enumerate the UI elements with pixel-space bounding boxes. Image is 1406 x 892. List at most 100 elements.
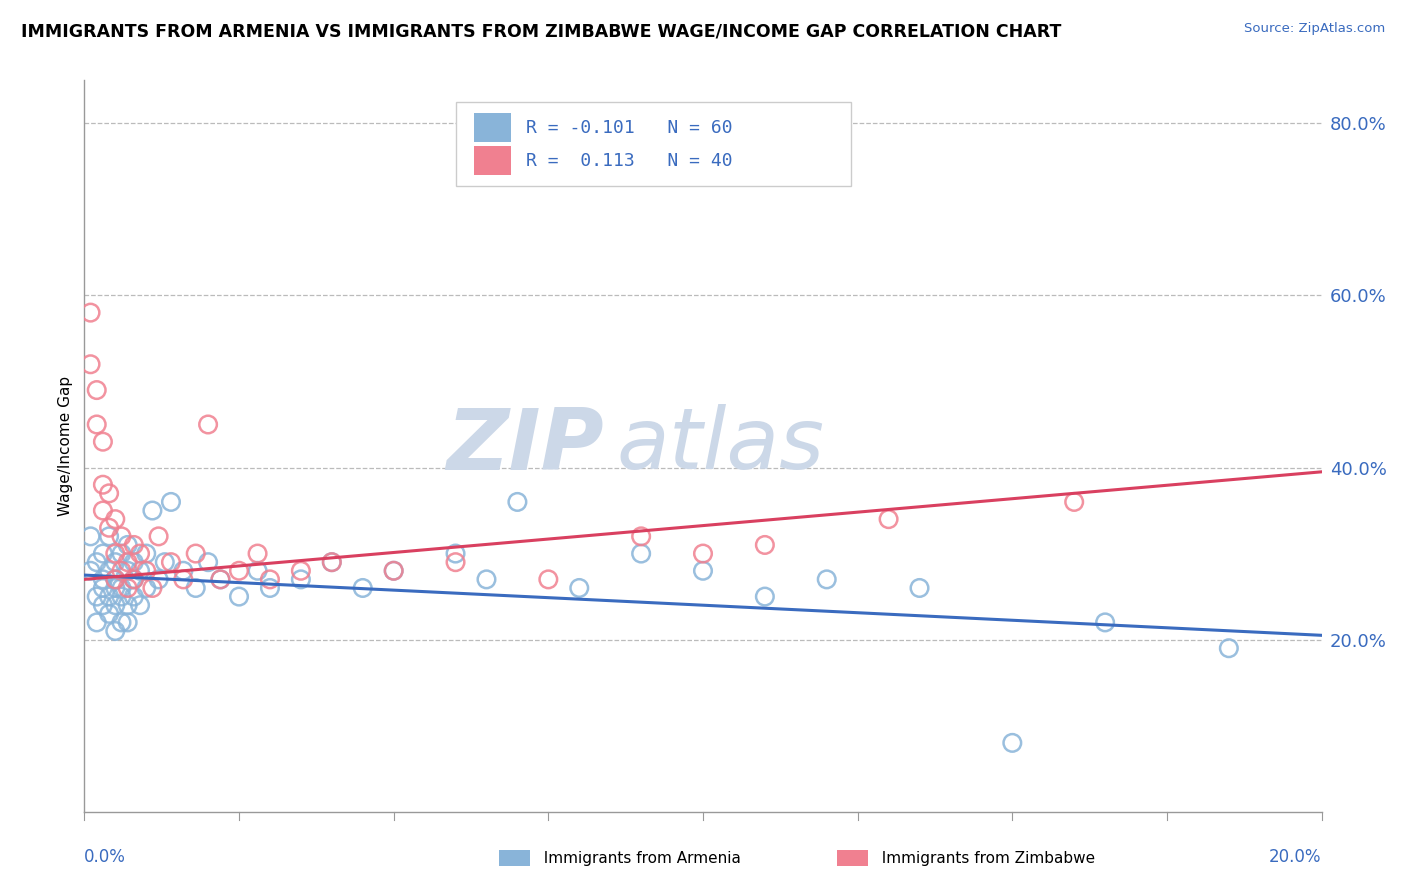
Point xyxy=(104,581,127,595)
Point xyxy=(86,555,108,569)
Text: 20.0%: 20.0% xyxy=(1270,848,1322,866)
Point xyxy=(129,547,152,561)
Point xyxy=(91,503,114,517)
Point xyxy=(104,624,127,638)
Point xyxy=(259,581,281,595)
Point xyxy=(129,598,152,612)
Point xyxy=(117,581,139,595)
Point xyxy=(259,573,281,587)
Point xyxy=(104,598,127,612)
Point xyxy=(246,564,269,578)
Point xyxy=(98,607,121,621)
Point xyxy=(129,564,152,578)
Y-axis label: Wage/Income Gap: Wage/Income Gap xyxy=(58,376,73,516)
Point xyxy=(754,538,776,552)
Text: R =  0.113   N = 40: R = 0.113 N = 40 xyxy=(526,152,733,169)
Text: IMMIGRANTS FROM ARMENIA VS IMMIGRANTS FROM ZIMBABWE WAGE/INCOME GAP CORRELATION : IMMIGRANTS FROM ARMENIA VS IMMIGRANTS FR… xyxy=(21,22,1062,40)
Text: ZIP: ZIP xyxy=(446,404,605,488)
Text: Immigrants from Armenia: Immigrants from Armenia xyxy=(534,851,741,865)
Point xyxy=(1001,736,1024,750)
Point xyxy=(135,581,157,595)
Point xyxy=(141,503,163,517)
Point xyxy=(1094,615,1116,630)
Point xyxy=(86,590,108,604)
Point xyxy=(79,305,101,319)
Point xyxy=(228,590,250,604)
Point xyxy=(79,564,101,578)
Point xyxy=(321,555,343,569)
Point xyxy=(153,555,176,569)
Point xyxy=(122,555,145,569)
Point xyxy=(160,495,183,509)
Point xyxy=(117,615,139,630)
Point xyxy=(98,564,121,578)
Point xyxy=(184,581,207,595)
Point xyxy=(122,573,145,587)
Point xyxy=(382,564,405,578)
Point xyxy=(321,555,343,569)
Point xyxy=(110,564,132,578)
Point xyxy=(117,555,139,569)
Text: Immigrants from Zimbabwe: Immigrants from Zimbabwe xyxy=(872,851,1095,865)
Point xyxy=(246,547,269,561)
Point xyxy=(122,573,145,587)
Point xyxy=(135,547,157,561)
Point xyxy=(110,590,132,604)
Text: R = -0.101   N = 60: R = -0.101 N = 60 xyxy=(526,119,733,136)
Point xyxy=(506,495,529,509)
Point xyxy=(86,383,108,397)
Point xyxy=(908,581,931,595)
Point xyxy=(197,555,219,569)
Point xyxy=(98,590,121,604)
Point xyxy=(141,581,163,595)
Point xyxy=(537,573,560,587)
Point xyxy=(98,521,121,535)
FancyBboxPatch shape xyxy=(474,146,512,176)
Point xyxy=(135,564,157,578)
Text: 0.0%: 0.0% xyxy=(84,848,127,866)
Point xyxy=(104,555,127,569)
Point xyxy=(148,573,170,587)
Point xyxy=(209,573,232,587)
Point xyxy=(117,564,139,578)
Point xyxy=(122,538,145,552)
Point xyxy=(692,547,714,561)
Point xyxy=(91,598,114,612)
Point xyxy=(104,573,127,587)
Point xyxy=(148,529,170,543)
Point xyxy=(209,573,232,587)
Point xyxy=(110,615,132,630)
Point xyxy=(184,547,207,561)
Text: atlas: atlas xyxy=(616,404,824,488)
Point xyxy=(117,538,139,552)
Point xyxy=(91,547,114,561)
Point xyxy=(122,590,145,604)
Point xyxy=(79,357,101,371)
Point xyxy=(1063,495,1085,509)
Point xyxy=(104,573,127,587)
Point xyxy=(172,573,194,587)
Point xyxy=(104,512,127,526)
Point xyxy=(197,417,219,432)
Point xyxy=(98,529,121,543)
Point xyxy=(91,477,114,491)
Point xyxy=(172,564,194,578)
Point xyxy=(352,581,374,595)
Point xyxy=(382,564,405,578)
Point xyxy=(160,555,183,569)
Point xyxy=(98,486,121,500)
Point xyxy=(444,547,467,561)
Point xyxy=(1218,641,1240,656)
Point xyxy=(290,564,312,578)
Point xyxy=(475,573,498,587)
FancyBboxPatch shape xyxy=(474,113,512,143)
Point xyxy=(630,529,652,543)
Point xyxy=(91,573,114,587)
Point xyxy=(630,547,652,561)
Point xyxy=(692,564,714,578)
Point xyxy=(110,581,132,595)
FancyBboxPatch shape xyxy=(456,103,852,186)
Point xyxy=(110,547,132,561)
Point xyxy=(104,547,127,561)
Point xyxy=(568,581,591,595)
